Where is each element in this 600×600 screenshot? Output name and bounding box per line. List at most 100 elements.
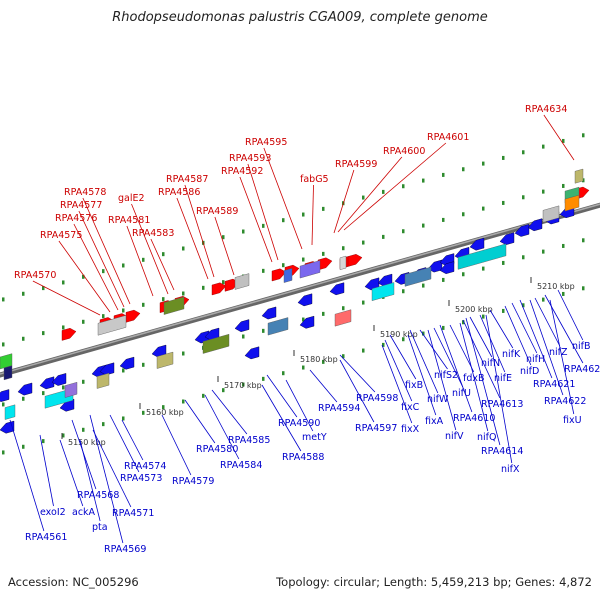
reverse-gene-label[interactable]: nifS2 <box>434 370 458 381</box>
reverse-gene-label[interactable]: nifW <box>427 394 449 405</box>
reverse-gene-arrow[interactable] <box>514 224 530 237</box>
gene-block-orange[interactable] <box>564 194 580 212</box>
reverse-gene-arrow[interactable] <box>0 389 10 402</box>
gene-block-cyan[interactable] <box>4 404 16 420</box>
reverse-gene-arrow[interactable] <box>377 273 393 287</box>
reverse-gene-label[interactable]: ackA <box>72 507 96 518</box>
forward-gene-label[interactable]: RPA4578 <box>64 187 106 198</box>
gene-block-khaki[interactable] <box>96 372 110 389</box>
forward-gene-label[interactable]: RPA4599 <box>335 159 377 170</box>
reverse-gene-arrow[interactable] <box>364 277 380 291</box>
reverse-gene-arrow[interactable] <box>119 356 135 370</box>
forward-gene-label[interactable]: RPA4589 <box>196 206 238 217</box>
forward-gene-label[interactable]: RPA4581 <box>108 215 150 226</box>
forward-gene-label[interactable]: RPA4570 <box>14 270 56 281</box>
reverse-gene-arrow[interactable] <box>39 376 55 390</box>
reverse-gene-label[interactable]: nifV <box>445 431 464 442</box>
forward-gene-arrow[interactable] <box>271 268 287 282</box>
reverse-gene-label[interactable]: nifH <box>526 354 545 365</box>
reverse-gene-arrow[interactable] <box>527 218 543 232</box>
reverse-gene-arrow[interactable] <box>151 344 167 358</box>
reverse-gene-arrow[interactable] <box>0 420 15 434</box>
gene-block-khaki[interactable] <box>156 351 174 369</box>
gene-block-gray[interactable] <box>542 205 560 223</box>
reverse-gene-label[interactable]: nifU <box>452 388 471 399</box>
forward-gene-arrow[interactable] <box>211 282 227 296</box>
reverse-gene-label[interactable]: RPA4585 <box>228 435 270 446</box>
forward-gene-label[interactable]: RPA4601 <box>427 132 469 143</box>
forward-gene-label[interactable]: RPA4634 <box>525 104 567 115</box>
reverse-gene-label[interactable]: fixA <box>425 416 444 427</box>
reverse-gene-arrow[interactable] <box>234 319 250 333</box>
reverse-gene-arrow[interactable] <box>99 362 115 376</box>
forward-gene-label[interactable]: RPA4583 <box>132 228 174 239</box>
reverse-gene-label[interactable]: fixU <box>563 415 582 426</box>
reverse-gene-label[interactable]: RPA4574 <box>124 461 166 472</box>
forward-gene-label[interactable]: RPA4595 <box>245 137 287 148</box>
reverse-gene-arrow[interactable] <box>244 346 260 360</box>
reverse-gene-label[interactable]: RPA4580 <box>196 444 238 455</box>
reverse-gene-label[interactable]: fixX <box>401 424 420 435</box>
forward-gene-arrow[interactable] <box>347 254 363 267</box>
forward-gene-label[interactable]: fabG5 <box>300 174 329 185</box>
reverse-gene-label[interactable]: RPA4579 <box>172 476 214 487</box>
reverse-gene-arrow[interactable] <box>51 373 67 386</box>
forward-gene-label[interactable]: RPA4600 <box>383 146 425 157</box>
reverse-gene-label[interactable]: RPA4590 <box>278 418 320 429</box>
reverse-gene-label[interactable]: nifQ <box>477 432 496 443</box>
reverse-gene-label[interactable]: nifK <box>502 349 521 360</box>
gene-block-gray[interactable] <box>339 255 347 271</box>
gene-block-steel[interactable] <box>267 317 289 336</box>
reverse-gene-arrow[interactable] <box>17 382 33 396</box>
reverse-gene-label[interactable]: metY <box>302 432 327 443</box>
gene-block-steel[interactable] <box>404 266 432 287</box>
gene-block-navy[interactable] <box>3 365 13 381</box>
reverse-gene-arrow[interactable] <box>499 232 515 246</box>
reverse-gene-label[interactable]: nifN <box>481 358 500 369</box>
reverse-gene-label[interactable]: fdxB <box>463 373 485 384</box>
forward-gene-label[interactable]: RPA4587 <box>166 174 208 185</box>
reverse-gene-label[interactable]: nifE <box>494 373 512 384</box>
forward-gene-label[interactable]: galE2 <box>118 193 145 204</box>
gene-block-khaki[interactable] <box>574 168 584 184</box>
reverse-gene-label[interactable]: RPA4614 <box>481 446 523 457</box>
gene-block-gray[interactable] <box>234 273 250 290</box>
forward-gene-arrow[interactable] <box>61 327 77 341</box>
gene-block-gray[interactable] <box>97 315 127 336</box>
reverse-gene-label[interactable]: RPA4622 <box>544 396 586 407</box>
reverse-gene-label[interactable]: fixC <box>401 402 420 413</box>
forward-gene-arrow[interactable] <box>125 309 141 323</box>
forward-gene-label[interactable]: RPA4586 <box>158 187 200 198</box>
reverse-gene-label[interactable]: RPA4598 <box>356 393 398 404</box>
reverse-gene-label[interactable]: nifZ <box>549 347 568 358</box>
reverse-gene-arrow[interactable] <box>439 261 455 274</box>
reverse-gene-label[interactable]: RPA4573 <box>120 473 162 484</box>
reverse-gene-label[interactable]: nifB <box>572 341 591 352</box>
reverse-gene-arrow[interactable] <box>261 306 277 320</box>
reverse-gene-arrow[interactable] <box>297 293 313 307</box>
reverse-gene-label[interactable]: RPA4569 <box>104 544 146 555</box>
gene-block-olive[interactable] <box>202 333 230 354</box>
reverse-gene-arrow[interactable] <box>299 315 315 329</box>
reverse-gene-arrow[interactable] <box>204 327 220 341</box>
reverse-gene-label[interactable]: RPA4613 <box>481 399 523 410</box>
reverse-gene-label[interactable]: nifX <box>501 464 520 475</box>
reverse-gene-label[interactable]: RPA4561 <box>25 532 67 543</box>
reverse-gene-label[interactable]: pta <box>92 522 108 533</box>
reverse-gene-label[interactable]: RPA4584 <box>220 460 262 471</box>
reverse-gene-label[interactable]: RPA4594 <box>318 403 360 414</box>
forward-gene-label[interactable]: RPA4575 <box>40 230 82 241</box>
gene-block-blue[interactable] <box>283 268 293 283</box>
gene-block-salmon[interactable] <box>334 309 352 327</box>
reverse-gene-arrow[interactable] <box>469 237 485 251</box>
reverse-gene-arrow[interactable] <box>329 282 345 296</box>
reverse-gene-label[interactable]: exoI2 <box>40 507 66 518</box>
reverse-gene-label[interactable]: RPA4610 <box>453 413 495 424</box>
forward-gene-label[interactable]: RPA4592 <box>221 166 263 177</box>
forward-gene-label[interactable]: RPA4576 <box>55 213 97 224</box>
reverse-gene-label[interactable]: RPA4588 <box>282 452 324 463</box>
gene-block-cyan[interactable] <box>457 243 507 270</box>
gene-block-purple[interactable] <box>64 381 78 398</box>
reverse-gene-label[interactable]: RPA4627 <box>564 364 600 375</box>
reverse-gene-label[interactable]: RPA4571 <box>112 508 154 519</box>
